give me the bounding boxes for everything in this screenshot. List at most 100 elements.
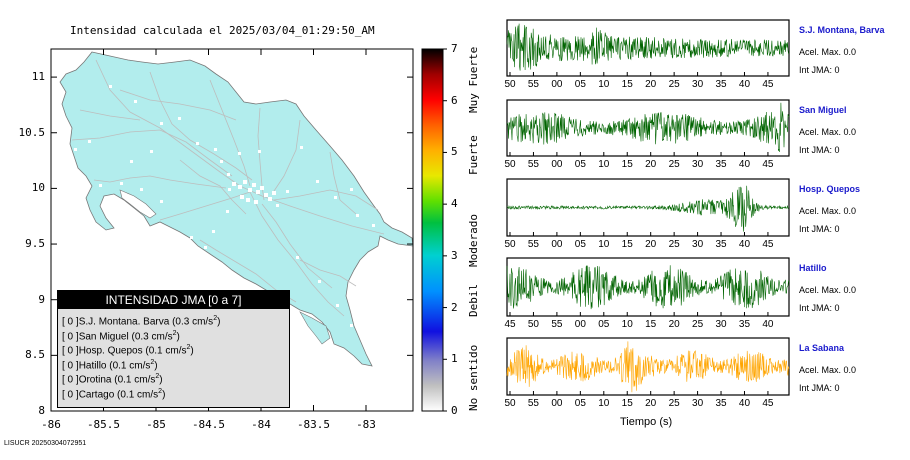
time-tick-label: 00: [551, 398, 563, 409]
time-tick-label: 20: [668, 319, 680, 330]
station-jma-intensity: Int JMA: 0: [799, 65, 840, 75]
time-tick-label: 25: [668, 79, 680, 90]
map-x-tick-label: -84: [251, 418, 271, 431]
legend-box: INTENSIDAD JMA [0 a 7] [ 0 ]S.J. Montana…: [57, 290, 290, 408]
time-tick-label: 05: [574, 79, 586, 90]
map-y-tick-label: 10: [31, 181, 45, 195]
time-tick-label: 55: [527, 398, 539, 409]
time-tick-label: 45: [762, 159, 774, 170]
time-tick-label: 25: [668, 159, 680, 170]
colorbar-tick-label: 1: [451, 352, 458, 366]
time-tick-label: 35: [715, 79, 727, 90]
station-max-accel: Acel. Max. 0.0: [799, 206, 857, 216]
time-tick-label: 30: [715, 319, 727, 330]
time-tick-label: 40: [738, 398, 751, 409]
time-tick-label: 55: [551, 319, 563, 330]
map-y-tick-label: 9: [38, 292, 45, 306]
time-tick-label: 50: [504, 398, 516, 409]
station-max-accel: Acel. Max. 0.0: [799, 285, 857, 295]
seismogram-panel: [506, 99, 790, 157]
time-tick-label: 15: [621, 239, 633, 250]
legend-intensity-badge: [ 0 ]: [62, 330, 79, 342]
legend-close-paren: ): [154, 359, 158, 371]
colorbar-tick-label: 4: [451, 197, 458, 211]
legend-intensity-badge: [ 0 ]: [62, 345, 79, 357]
time-tick-label: 10: [621, 319, 633, 330]
time-tick-label: 35: [715, 239, 727, 250]
time-tick-label: 40: [762, 319, 774, 330]
seismogram-trace: [506, 102, 790, 152]
legend-row: [ 0 ]Hosp. Quepos (0.1 cm/s2): [62, 344, 194, 356]
seismogram-trace: [506, 23, 789, 71]
legend-unit-exponent: 2: [186, 344, 191, 351]
time-tick-label: 20: [645, 79, 657, 90]
station-max-accel: Acel. Max. 0.0: [799, 127, 857, 137]
legend-row: [ 0 ]Hatillo (0.1 cm/s2): [62, 359, 158, 371]
legend-row: [ 0 ]San Miguel (0.3 cm/s2): [62, 330, 180, 342]
time-tick-label: 05: [574, 159, 586, 170]
map-y-tick-label: 8: [38, 404, 45, 417]
time-tick-label: 55: [527, 79, 539, 90]
legend-close-paren: ): [162, 388, 166, 400]
colorbar-tick-label: 7: [451, 42, 458, 55]
colorbar-tick-label: 0: [451, 404, 458, 417]
map-x-tick-label: -86: [41, 418, 61, 431]
seismogram-panel: [506, 257, 790, 317]
legend-station-text: Hatillo (0.1 cm/s: [78, 359, 151, 371]
time-tick-label: 45: [762, 239, 774, 250]
time-tick-label: 25: [692, 319, 704, 330]
map-x-tick-label: -85.5: [86, 418, 121, 431]
time-tick-label: 00: [551, 79, 563, 90]
time-tick-label: 45: [762, 79, 774, 90]
station-jma-intensity: Int JMA: 0: [799, 383, 840, 393]
map-title: Intensidad calculada el 2025/03/04_01:29…: [70, 24, 375, 37]
time-tick-label: 15: [621, 159, 633, 170]
time-tick-label: 55: [527, 159, 539, 170]
time-tick-label: 00: [551, 159, 563, 170]
legend-row: [ 0 ]S.J. Montana. Barva (0.3 cm/s2): [62, 315, 220, 327]
time-tick-label: 50: [504, 79, 516, 90]
map-x-tick-label: -85: [146, 418, 166, 431]
colorbar-tick-label: 5: [451, 145, 458, 159]
map-x-tick-label: -84.5: [191, 418, 226, 431]
station-jma-intensity: Int JMA: 0: [799, 145, 840, 155]
legend-close-paren: ): [190, 345, 194, 357]
colorbar-tick-label: 3: [451, 248, 458, 262]
legend-unit-exponent: 2: [172, 329, 177, 337]
time-tick-label: 50: [527, 319, 539, 330]
legend-close-paren: ): [176, 330, 180, 342]
seismogram-trace: [506, 185, 790, 232]
station-jma-intensity: Int JMA: 0: [799, 303, 840, 313]
time-tick-label: 20: [645, 398, 657, 409]
legend-close-paren: ): [159, 374, 163, 386]
time-tick-label: 05: [598, 319, 610, 330]
time-tick-label: 20: [645, 159, 657, 170]
legend-station-text: S.J. Montana. Barva (0.3 cm/s: [78, 316, 214, 328]
time-tick-label: 00: [551, 239, 563, 250]
legend-unit-exponent: 2: [155, 373, 160, 380]
station-max-accel: Acel. Max. 0.0: [799, 47, 857, 57]
map-y-tick-label: 8.5: [25, 348, 45, 362]
station-max-accel: Acel. Max. 0.0: [799, 365, 857, 375]
seismogram-panel: [506, 19, 790, 77]
time-tick-label: 10: [598, 159, 610, 170]
time-tick-label: 10: [598, 398, 610, 409]
map-x-tick-label: -83.5: [296, 418, 331, 431]
time-tick-label: 35: [715, 159, 727, 170]
legend-intensity-badge: [ 0 ]: [62, 388, 79, 400]
time-tick-label: 10: [598, 239, 610, 250]
time-tick-label: 25: [668, 398, 680, 409]
legend-unit-exponent: 2: [213, 315, 218, 322]
time-tick-label: 40: [738, 239, 751, 250]
footer-stamp: LISUCR 20250304072951: [4, 440, 87, 447]
legend-row: [ 0 ]Cartago (0.1 cm/s2): [62, 388, 165, 400]
seismogram-trace: [506, 265, 790, 310]
map-y-tick-label: 9.5: [25, 237, 45, 251]
legend-station-text: San Miguel (0.3 cm/s: [78, 330, 173, 342]
legend-close-paren: ): [217, 316, 221, 328]
time-tick-label: 25: [668, 239, 680, 250]
colorbar-tick-label: 6: [451, 93, 458, 107]
time-tick-label: 15: [645, 319, 657, 330]
